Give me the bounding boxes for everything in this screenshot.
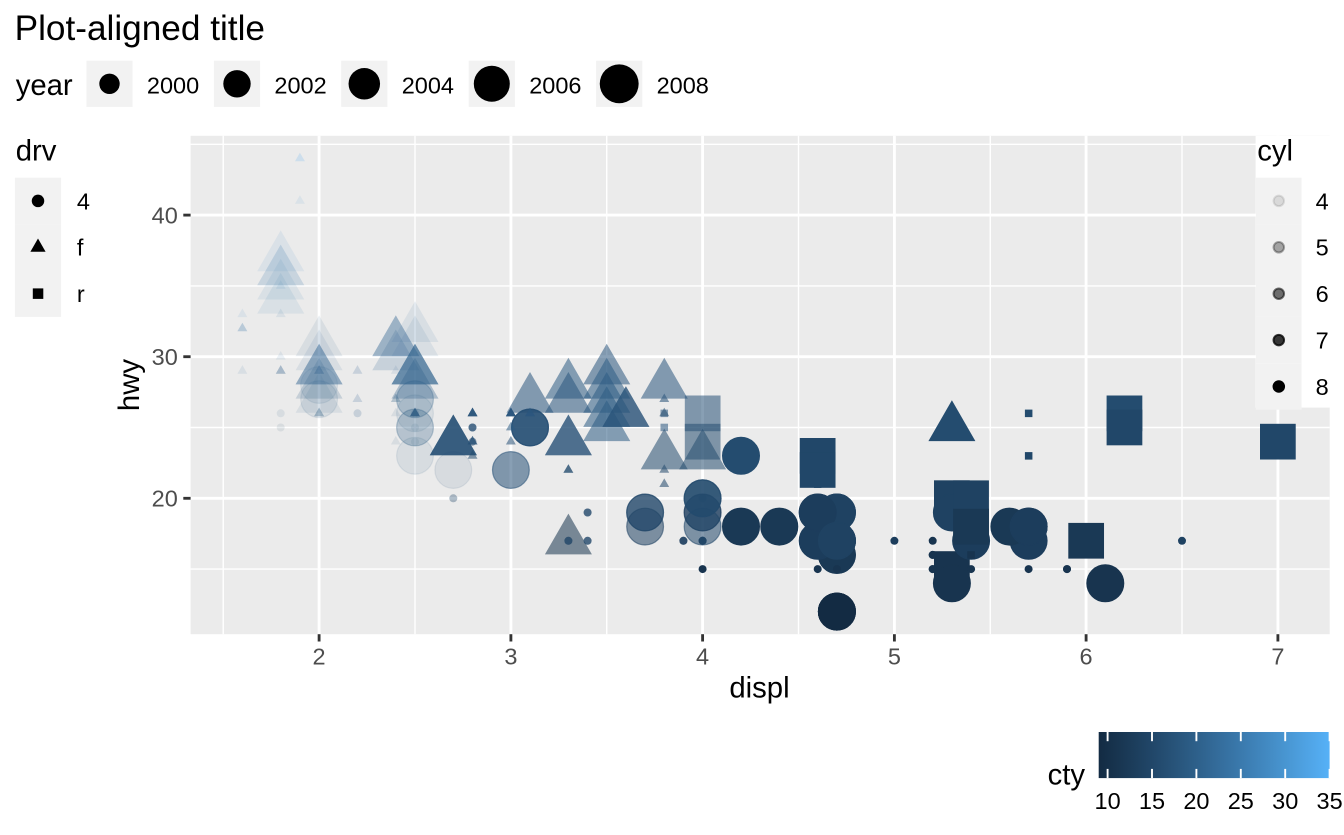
svg-text:drv: drv	[16, 135, 57, 168]
svg-text:2008: 2008	[657, 73, 709, 99]
svg-text:6: 6	[1080, 644, 1093, 670]
svg-text:2: 2	[313, 644, 326, 670]
svg-text:3: 3	[504, 644, 517, 670]
svg-text:30: 30	[1272, 788, 1298, 814]
svg-text:5: 5	[888, 644, 901, 670]
svg-text:7: 7	[1316, 328, 1329, 354]
svg-text:20: 20	[152, 486, 178, 512]
svg-text:r: r	[77, 281, 85, 307]
svg-text:2004: 2004	[402, 73, 454, 99]
svg-text:25: 25	[1228, 788, 1254, 814]
svg-text:40: 40	[152, 203, 178, 229]
svg-text:4: 4	[1316, 188, 1329, 214]
svg-text:2002: 2002	[274, 73, 326, 99]
svg-text:8: 8	[1316, 374, 1329, 400]
svg-text:5: 5	[1316, 235, 1329, 261]
svg-text:cyl: cyl	[1257, 135, 1293, 168]
svg-text:2000: 2000	[147, 73, 199, 99]
svg-text:cty: cty	[1048, 759, 1086, 792]
svg-text:2006: 2006	[529, 73, 581, 99]
svg-text:30: 30	[152, 344, 178, 370]
svg-text:10: 10	[1095, 788, 1121, 814]
svg-text:4: 4	[77, 188, 90, 214]
svg-text:15: 15	[1139, 788, 1165, 814]
svg-text:Plot-aligned title: Plot-aligned title	[15, 9, 265, 48]
svg-text:hwy: hwy	[113, 359, 146, 411]
svg-text:7: 7	[1271, 644, 1284, 670]
svg-text:displ: displ	[729, 671, 789, 704]
svg-text:35: 35	[1317, 788, 1343, 814]
svg-text:20: 20	[1183, 788, 1209, 814]
svg-text:year: year	[16, 69, 73, 102]
svg-text:6: 6	[1316, 281, 1329, 307]
svg-text:f: f	[77, 235, 84, 261]
svg-text:4: 4	[696, 644, 709, 670]
